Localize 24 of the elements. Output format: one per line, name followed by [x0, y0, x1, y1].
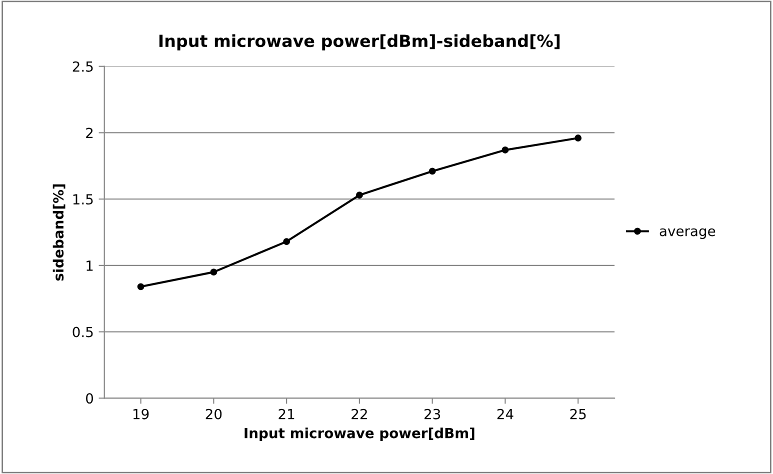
x-tick-label: 22	[352, 408, 367, 420]
y-tick-label: 1.5	[73, 194, 93, 205]
x-tick-label: 25	[570, 408, 586, 420]
point	[356, 192, 363, 199]
point	[502, 146, 509, 154]
y-tick-label: 0.5	[72, 326, 93, 338]
x-axis-title: Input microwave power[dBm]	[244, 428, 474, 442]
x-tick-label: 24	[497, 408, 514, 420]
point	[428, 168, 436, 175]
x-tick-label: 20	[206, 408, 222, 420]
x-tick-label: 23	[424, 408, 440, 420]
point	[210, 268, 218, 276]
y-tick-label: 2.5	[72, 61, 93, 72]
chart-title: Input microwave power[dBm]-sideband[%]	[159, 34, 560, 50]
y-tick-label: 0	[86, 393, 94, 404]
point	[137, 283, 144, 290]
x-tick-label: 21	[278, 408, 294, 420]
point	[574, 134, 582, 142]
y-axis-title: sideband[%]	[52, 184, 66, 281]
point	[283, 238, 290, 246]
x-tick-label: 19	[133, 408, 149, 420]
legend-label: average	[660, 228, 716, 239]
y-tick-label: 2	[86, 128, 93, 138]
y-tick-label: 1	[86, 260, 93, 271]
